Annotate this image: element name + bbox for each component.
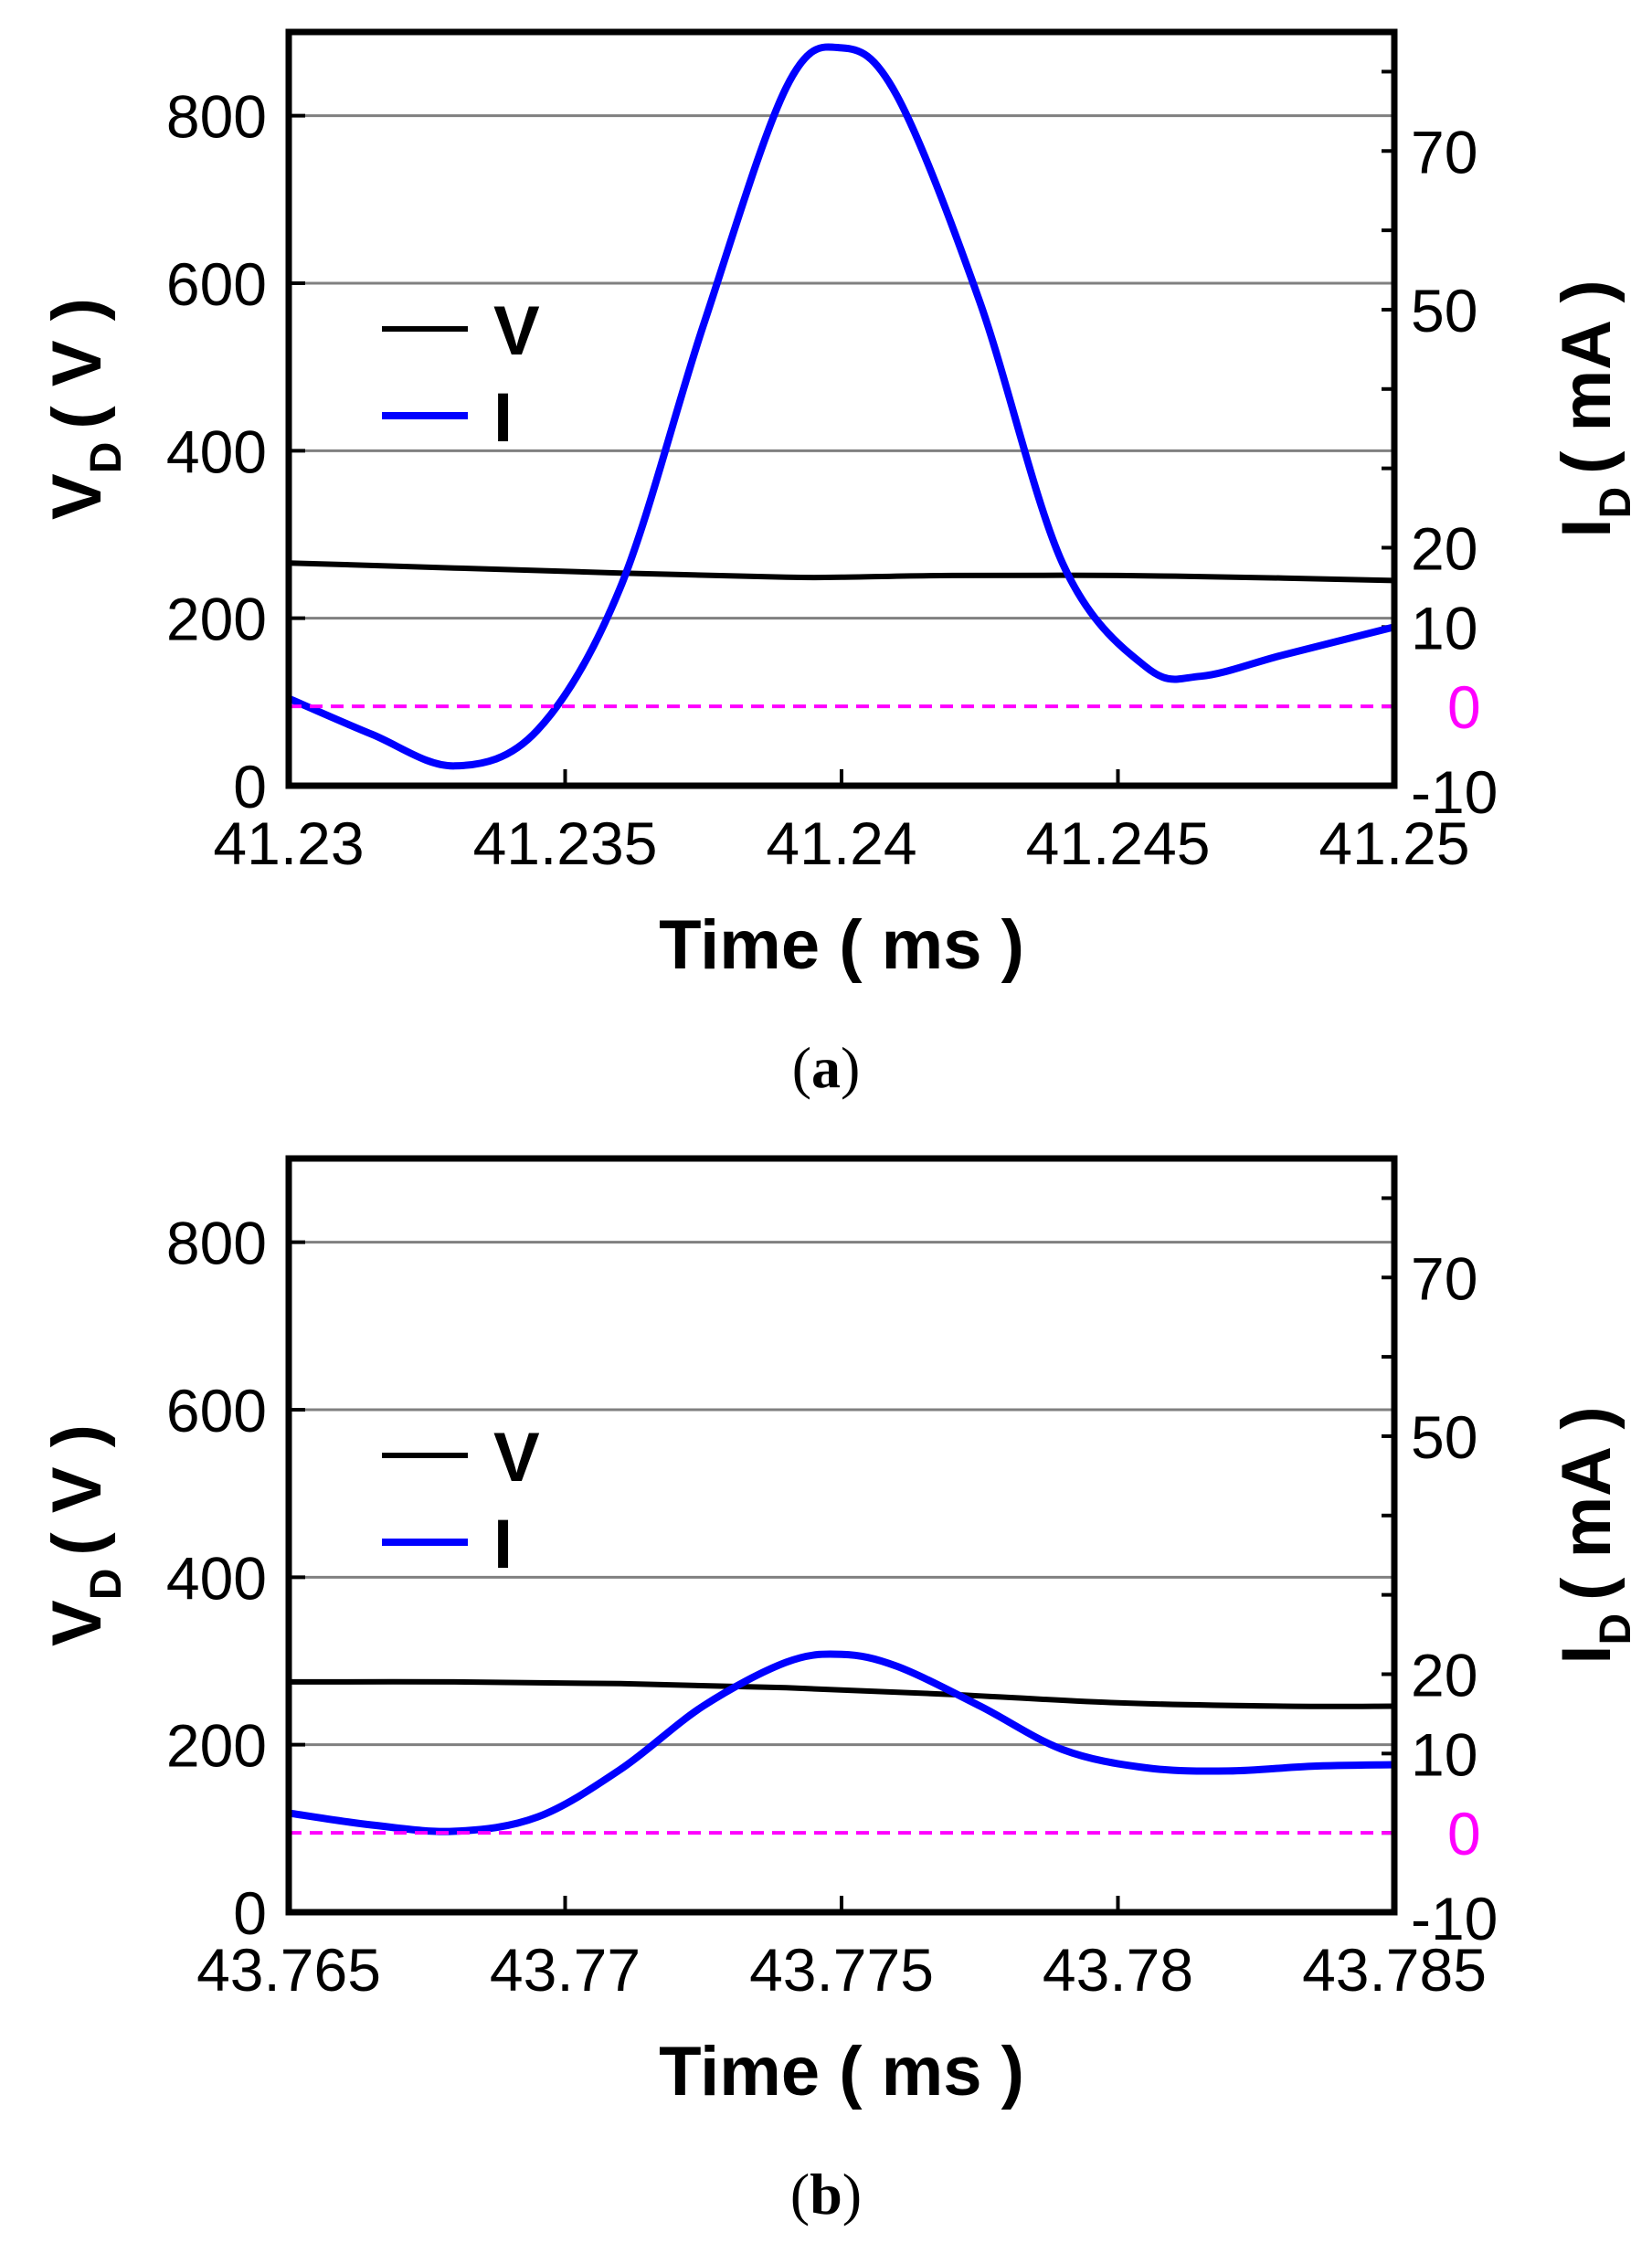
legend-label-v-b: V xyxy=(493,1419,540,1497)
y-tick-label-b-1: 200 xyxy=(166,1712,267,1780)
y-tick-label-b-0: 0 xyxy=(233,1879,267,1947)
y2-axis-title-sub-a: D xyxy=(1592,487,1640,519)
y-tick-label-a-2: 400 xyxy=(166,418,267,485)
y2-tick-label-a-3: 50 xyxy=(1411,277,1477,344)
x-tick-label-a-0: 41.23 xyxy=(213,809,364,877)
series-line-i-b xyxy=(289,1650,1394,1835)
y2-tick-label-b-2: 20 xyxy=(1411,1641,1477,1708)
x-axis-title-b: Time ( ms ) xyxy=(659,2033,1024,2110)
y2-tick-label-b-0: -10 xyxy=(1411,1885,1498,1952)
y-axis-title-main-b: V xyxy=(38,1600,116,1646)
caption-open-b: ( xyxy=(790,2162,810,2227)
caption-letter-b: b xyxy=(810,2162,842,2227)
y2-axis-title-sub-b: D xyxy=(1592,1613,1640,1645)
y2-axis-title-main-a: I xyxy=(1548,519,1626,538)
figure-panel-a: 0 200 400 600 800 -10 10 20 50 70 0 41.23 41.235 41.2… xyxy=(0,0,1652,1126)
x-tick-label-a-4: 41.25 xyxy=(1318,809,1469,877)
y-axis-title-a: VD ( V ) xyxy=(38,298,131,520)
y-axis-title-b: VD ( V ) xyxy=(38,1424,131,1646)
figure-panel-b: 0 200 400 600 800 -10 10 20 50 70 0 43.765 43.77 43.7… xyxy=(0,1126,1652,2253)
y2-tick-label-a-4: 70 xyxy=(1411,118,1477,185)
caption-close-a: ) xyxy=(841,1035,860,1100)
x-tick-label-b-0: 43.765 xyxy=(196,1936,381,2004)
y2-axis-title-b: ID ( mA ) xyxy=(1548,1406,1640,1664)
x-tick-label-b-3: 43.78 xyxy=(1043,1936,1193,2004)
y-axis-title-unit-a: ( V ) xyxy=(38,298,116,429)
x-tick-label-b-1: 43.77 xyxy=(490,1936,641,2004)
legend-label-i-a: I xyxy=(493,379,513,457)
y2-tick-label-b-3: 50 xyxy=(1411,1403,1477,1471)
y2-axis-title-main-b: I xyxy=(1548,1645,1626,1665)
y2-tick-label-b-4: 70 xyxy=(1411,1244,1477,1312)
y-tick-label-b-2: 400 xyxy=(166,1544,267,1612)
y-tick-label-b-3: 600 xyxy=(166,1377,267,1444)
y2-zero-label-b: 0 xyxy=(1447,1800,1481,1867)
y-axis-title-unit-b: ( V ) xyxy=(38,1424,116,1556)
y-tick-label-a-1: 200 xyxy=(166,586,267,653)
plot-frame-b xyxy=(285,1155,1398,1916)
x-tick-label-a-2: 41.24 xyxy=(766,809,916,877)
caption-a: (a) xyxy=(792,1035,861,1100)
y2-tick-label-a-2: 20 xyxy=(1411,514,1477,582)
y2-axis-title-unit-a: ( mA ) xyxy=(1548,280,1626,474)
y2-tick-label-a-1: 10 xyxy=(1411,594,1477,661)
y2-tick-label-b-1: 10 xyxy=(1411,1720,1477,1788)
caption-b: (b) xyxy=(790,2162,862,2227)
y-axis-title-sub-b: D xyxy=(82,1569,131,1601)
caption-close-b: ) xyxy=(842,2162,862,2227)
legend-label-v-a: V xyxy=(493,292,540,370)
x-tick-label-b-4: 43.785 xyxy=(1302,1936,1487,2004)
y-tick-label-a-3: 600 xyxy=(166,250,267,318)
caption-letter-a: a xyxy=(811,1035,841,1100)
plot-frame-a xyxy=(285,28,1398,789)
x-tick-label-b-2: 43.775 xyxy=(749,1936,934,2004)
caption-open-a: ( xyxy=(792,1035,811,1100)
x-axis-title-a: Time ( ms ) xyxy=(659,906,1024,984)
y2-axis-title-unit-b: ( mA ) xyxy=(1548,1406,1626,1601)
y2-tick-label-a-0: -10 xyxy=(1411,758,1498,826)
y2-axis-title-a: ID ( mA ) xyxy=(1548,280,1640,537)
series-line-i-a xyxy=(289,43,1394,770)
y-axis-title-sub-a: D xyxy=(82,442,131,474)
x-tick-label-a-3: 41.245 xyxy=(1026,809,1211,877)
x-tick-label-a-1: 41.235 xyxy=(473,809,658,877)
y-tick-label-a-0: 0 xyxy=(233,753,267,820)
series-line-v-a xyxy=(289,560,1394,584)
y-axis-title-main-a: V xyxy=(38,473,116,520)
y-tick-label-b-4: 800 xyxy=(166,1210,267,1277)
series-line-v-b xyxy=(289,1678,1394,1709)
y-tick-label-a-4: 800 xyxy=(166,83,267,151)
y2-zero-label-a: 0 xyxy=(1447,673,1481,741)
legend-label-i-b: I xyxy=(493,1506,513,1583)
